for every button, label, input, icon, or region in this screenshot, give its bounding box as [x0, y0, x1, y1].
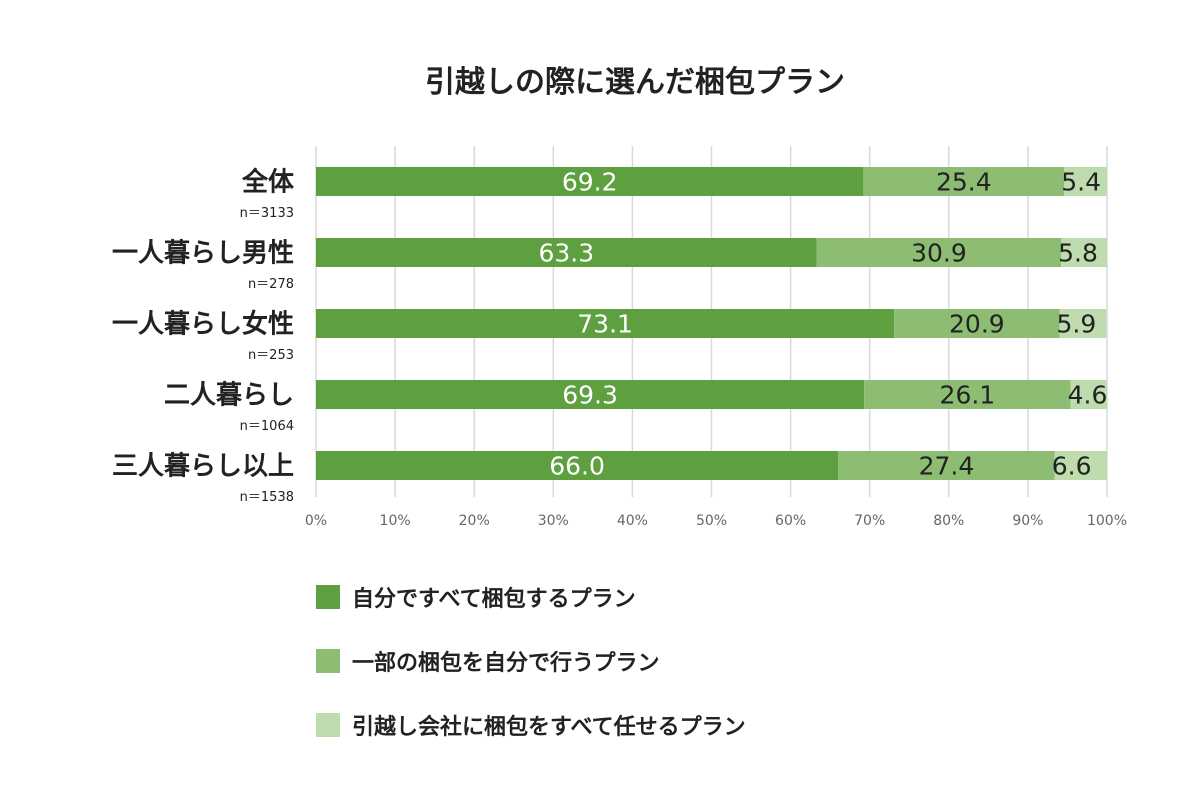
bar-segment [316, 309, 895, 338]
bar-segment [863, 167, 1065, 196]
category-label: 一人暮らし男性 [112, 239, 294, 269]
data-label: 25.4 [936, 168, 992, 197]
bar-segment [1064, 167, 1107, 196]
bar-segment [316, 167, 864, 196]
legend-swatch [316, 649, 340, 673]
x-tick-label: 10% [380, 513, 411, 529]
sample-size-label: n＝3133 [240, 206, 294, 221]
bar-segment [1061, 238, 1107, 267]
data-label: 26.1 [940, 381, 996, 410]
data-label: 27.4 [919, 452, 975, 481]
data-label: 73.1 [577, 310, 633, 339]
category-labels: 全体 n＝3133 一人暮らし男性 n＝278 一人暮らし女性 n＝253 二人暮らし n＝1… [112, 167, 295, 506]
data-label: 20.9 [949, 310, 1005, 339]
sample-size-label: n＝1538 [240, 490, 294, 505]
legend-swatch [316, 585, 340, 609]
x-tick-label: 30% [538, 513, 569, 529]
data-label: 69.3 [562, 381, 618, 410]
bar-segment [1059, 309, 1107, 338]
x-tick-label: 0% [305, 513, 327, 529]
data-label: 63.3 [539, 239, 595, 268]
bar-segment [864, 380, 1071, 409]
x-axis-ticks: 0% 10% 20% 30% 40% 50% 60% 70% 80% 90% 100% [305, 513, 1127, 529]
data-label: 5.4 [1061, 168, 1101, 197]
legend: 自分ですべて梱包するプラン一部の梱包を自分で行うプラン引越し会社に梱包をすべて任… [316, 585, 746, 740]
legend-swatch [316, 713, 340, 737]
bar-segment [838, 451, 1055, 480]
x-tick-label: 90% [1012, 513, 1043, 529]
bar-segment [1054, 451, 1107, 480]
legend-label: 一部の梱包を自分で行うプラン [352, 650, 660, 676]
bar-segment [316, 238, 817, 267]
data-label: 69.2 [562, 168, 618, 197]
category-label: 全体 [241, 167, 295, 198]
x-tick-label: 50% [696, 513, 727, 529]
data-label: 4.6 [1068, 381, 1108, 410]
x-tick-label: 20% [459, 513, 490, 529]
bar-segment [894, 309, 1060, 338]
data-label: 30.9 [911, 239, 967, 268]
bar-segment [316, 451, 839, 480]
data-label: 6.6 [1052, 452, 1092, 481]
category-label: 三人暮らし以上 [112, 452, 294, 482]
bar-segment [816, 238, 1062, 267]
x-tick-label: 100% [1087, 513, 1127, 529]
sample-size-label: n＝253 [248, 348, 294, 363]
data-label: 5.9 [1057, 310, 1097, 339]
x-tick-label: 70% [854, 513, 885, 529]
sample-size-label: n＝1064 [240, 419, 294, 434]
legend-label: 自分ですべて梱包するプラン [352, 586, 636, 612]
data-label: 5.8 [1058, 239, 1098, 268]
data-label: 66.0 [549, 452, 605, 481]
bars: 69.2 25.4 5.4 63.3 30.9 5.8 73.1 20.9 5.9 69.3 26.… [316, 167, 1107, 481]
chart-title: 引越しの際に選んだ梱包プラン [425, 65, 845, 100]
x-tick-label: 60% [775, 513, 806, 529]
category-label: 二人暮らし [164, 381, 294, 411]
x-tick-label: 80% [933, 513, 964, 529]
bar-segment [316, 380, 865, 409]
category-label: 一人暮らし女性 [112, 309, 294, 340]
bar-segment [1070, 380, 1107, 409]
legend-label: 引越し会社に梱包をすべて任せるプラン [352, 714, 746, 740]
x-tick-label: 40% [617, 513, 648, 529]
sample-size-label: n＝278 [248, 277, 294, 292]
